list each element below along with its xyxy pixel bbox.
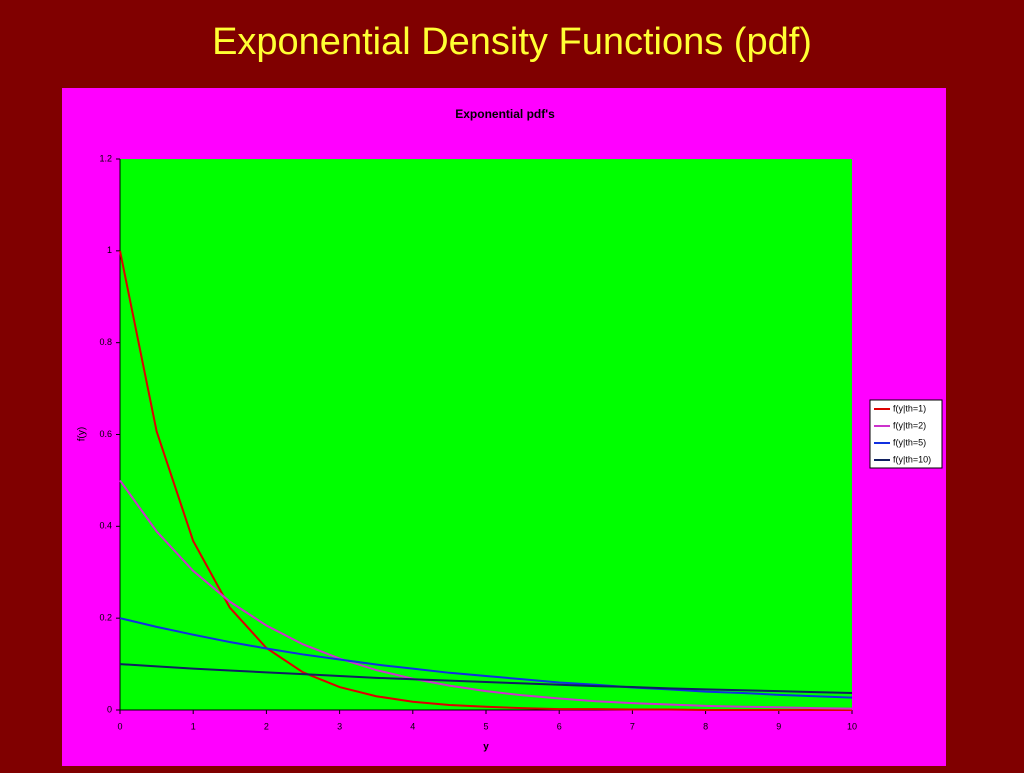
- line-series: [119, 663, 853, 695]
- x-tick-label: 1: [191, 721, 196, 731]
- x-tick-label: 8: [703, 721, 708, 731]
- line-series: [119, 617, 853, 699]
- x-tick-label: 6: [557, 721, 562, 731]
- plot-area: [120, 159, 852, 710]
- x-tick-label: 0: [117, 721, 122, 731]
- y-tick-label: 1.2: [99, 153, 112, 163]
- x-tick-label: 9: [776, 721, 781, 731]
- y-tick-label: 0.6: [99, 429, 112, 439]
- y-tick-label: 0.2: [99, 613, 112, 623]
- legend-label: f(y|th=2): [893, 420, 926, 430]
- line-series: [119, 250, 852, 711]
- x-axis-label: y: [483, 742, 489, 753]
- legend-label: f(y|th=10): [893, 454, 931, 464]
- y-tick-label: 0.8: [99, 337, 112, 347]
- y-tick-label: 1: [107, 245, 112, 255]
- legend-label: f(y|th=1): [893, 403, 926, 413]
- y-tick-label: 0: [107, 704, 112, 714]
- y-axis-label: f(y): [77, 427, 88, 441]
- y-tick-label: 0.4: [99, 521, 112, 531]
- x-tick-label: 5: [483, 721, 488, 731]
- x-tick-label: 10: [847, 721, 857, 731]
- x-tick-label: 4: [410, 721, 415, 731]
- legend: [869, 399, 943, 469]
- legend-label: f(y|th=5): [893, 437, 926, 447]
- x-tick-label: 7: [630, 721, 635, 731]
- x-tick-label: 2: [264, 721, 269, 731]
- x-tick-label: 3: [337, 721, 342, 731]
- line-series: [119, 479, 853, 710]
- slide-title: Exponential Density Functions (pdf): [212, 21, 812, 63]
- chart-title: Exponential pdf's: [455, 107, 555, 121]
